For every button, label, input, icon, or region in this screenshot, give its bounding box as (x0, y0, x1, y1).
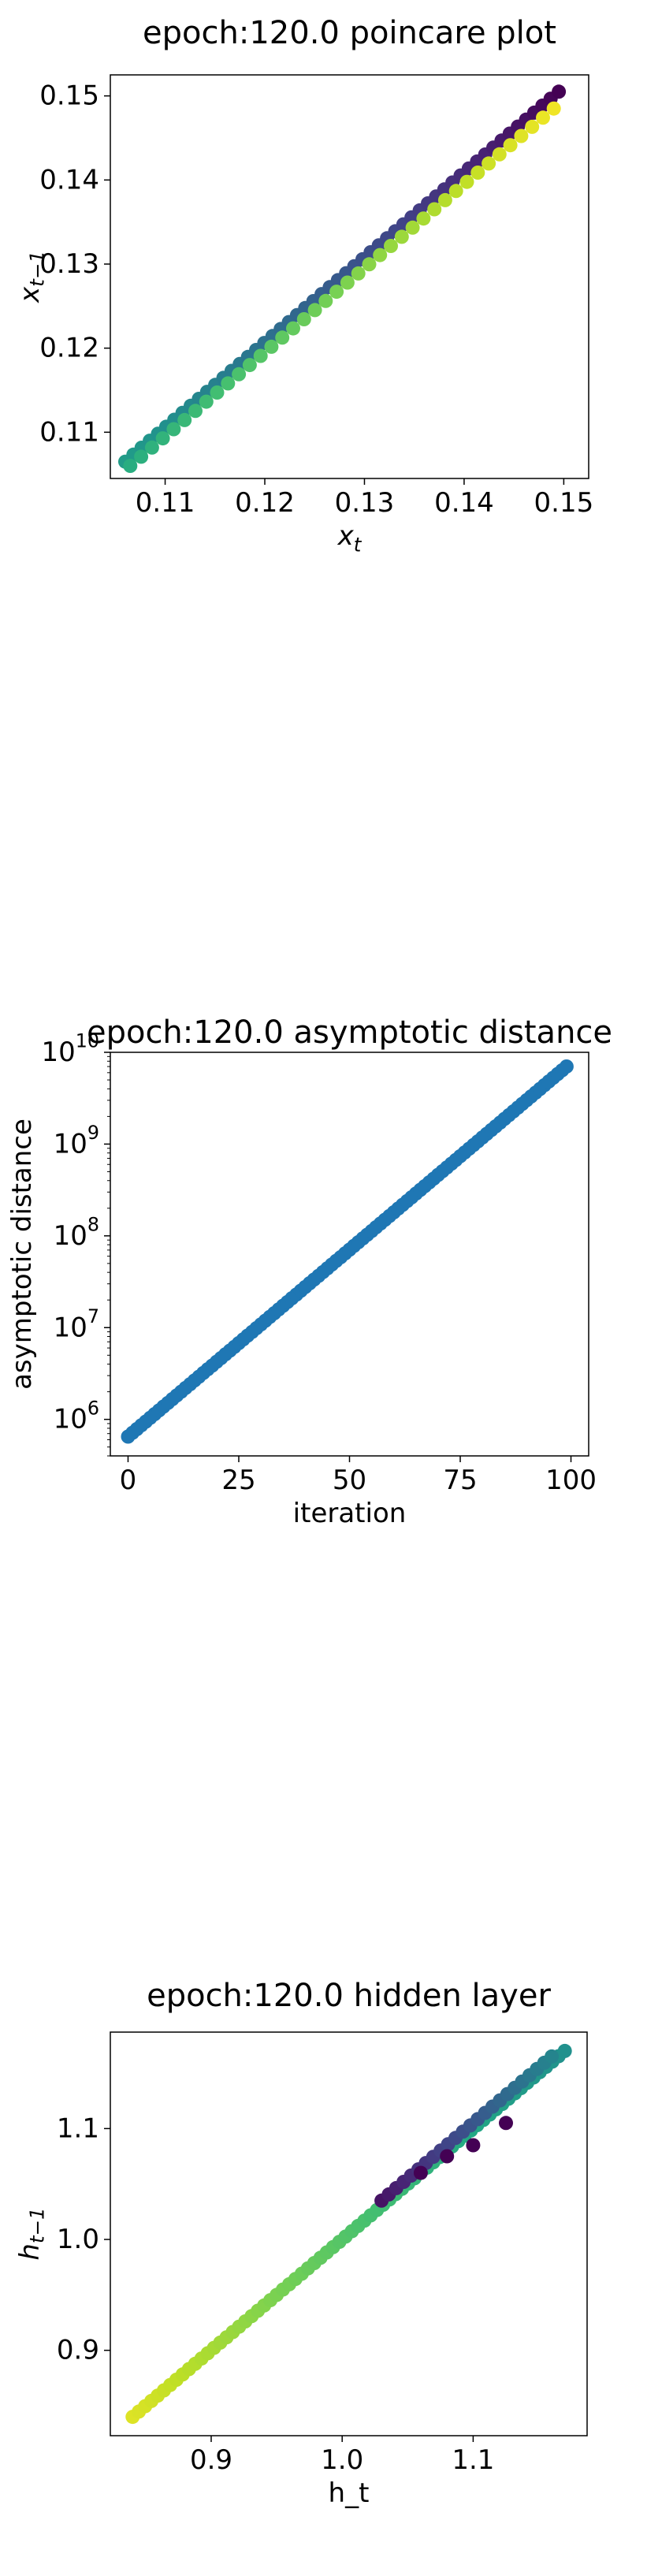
data-point (559, 1059, 574, 1074)
data-point (384, 239, 398, 253)
data-point (552, 84, 567, 99)
data-point (144, 440, 159, 455)
data-point (123, 459, 138, 473)
data-point (470, 166, 485, 180)
x-tick-label: 0.12 (235, 487, 295, 519)
data-point (188, 404, 203, 419)
data-point (155, 431, 170, 446)
y-tick-label: 0.14 (39, 164, 99, 195)
plot-frame (110, 2031, 588, 2436)
data-point (307, 303, 322, 318)
x-tick-label: 1.1 (452, 2444, 494, 2476)
y-axis-label-group: xt−1 (14, 251, 48, 303)
plot-frame (110, 74, 589, 479)
y-tick-label: 1010 (41, 1030, 99, 1068)
data-point (264, 339, 279, 354)
y-tick-label: 0.15 (39, 80, 99, 112)
data-point (242, 358, 257, 373)
x-tick-label: 0.11 (136, 487, 195, 519)
data-point (536, 110, 550, 125)
x-tick-label: 75 (443, 1465, 477, 1496)
data-point (557, 2043, 572, 2058)
chart-1: epoch:120.0 poincare plot 0.11 0.12 0.13 0.1… (14, 15, 593, 557)
data-point (362, 257, 377, 272)
x-tick-label: 0.13 (335, 487, 395, 519)
chart-title: epoch:120.0 poincare plot (143, 15, 556, 51)
x-tick-label: 0.15 (534, 487, 594, 519)
data-point (275, 330, 290, 345)
data-point (545, 2049, 560, 2064)
data-points (125, 2043, 572, 2425)
data-point (416, 211, 431, 226)
y-axis-label-group: ht−1 (14, 2207, 48, 2260)
y-tick-label: 1.1 (57, 2113, 99, 2144)
chart-title: epoch:120.0 hidden layer (147, 1978, 551, 2014)
data-point (340, 275, 355, 290)
y-tick-label: 0.9 (57, 2335, 99, 2366)
y-axis-label: xt−1 (14, 251, 48, 303)
data-point (448, 184, 463, 199)
y-tick-label: 0.13 (39, 248, 99, 280)
data-point (440, 2149, 455, 2164)
data-point (413, 2165, 428, 2180)
y-tick-label: 107 (54, 1305, 99, 1343)
data-point (351, 266, 366, 281)
y-axis-label: asymptotic distance (6, 1119, 38, 1390)
y-tick-label: 109 (54, 1122, 99, 1160)
y-tick-label: 106 (54, 1397, 99, 1435)
data-point (232, 367, 247, 382)
data-point (166, 422, 181, 437)
data-point (482, 156, 496, 171)
data-point (503, 138, 518, 153)
x-tick-label: 0 (120, 1465, 137, 1496)
data-points (121, 1059, 574, 1444)
x-tick-label: 50 (333, 1465, 366, 1496)
data-point (318, 293, 333, 308)
data-point (394, 229, 409, 244)
x-tick-label: 0.14 (434, 487, 494, 519)
x-axis-label: xt (337, 520, 363, 557)
y-axis-label: ht−1 (14, 2207, 48, 2260)
x-axis-label: h_t (329, 2477, 370, 2509)
data-point (177, 412, 192, 427)
chart-3: epoch:120.0 hidden layer 0.9 1.0 1.1 0.9 1.0 1… (14, 1978, 588, 2509)
data-point (427, 202, 442, 217)
data-point (525, 119, 540, 134)
chart-title: epoch:120.0 asymptotic distance (87, 1014, 612, 1051)
data-point (466, 2138, 481, 2153)
data-point (437, 192, 452, 207)
data-point (286, 321, 300, 336)
data-point (134, 449, 149, 464)
y-axis-label-group: asymptotic distance (6, 1119, 38, 1390)
data-point (492, 147, 507, 162)
data-points (118, 84, 567, 473)
data-point (210, 385, 225, 400)
y-tick-label: 0.12 (39, 333, 99, 364)
x-tick-label: 25 (221, 1465, 255, 1496)
data-point (253, 348, 268, 363)
data-point (499, 2116, 513, 2131)
x-tick-label: 1.0 (321, 2444, 363, 2476)
x-tick-label: 0.9 (190, 2444, 232, 2476)
data-point (296, 312, 311, 326)
data-point (546, 101, 561, 116)
data-point (199, 394, 214, 409)
x-tick-label: 100 (545, 1465, 597, 1496)
data-point (514, 128, 529, 143)
data-point (221, 376, 236, 391)
y-tick-label: 1.0 (57, 2224, 99, 2255)
data-point (459, 174, 474, 189)
y-tick-label: 0.11 (39, 416, 99, 448)
chart-2: epoch:120.0 asymptotic distance 0 25 50 75 10… (6, 1014, 612, 1529)
data-point (329, 285, 344, 300)
data-point (405, 220, 420, 235)
y-tick-label: 108 (54, 1214, 99, 1252)
x-axis-label: iteration (293, 1498, 407, 1529)
data-point (373, 248, 388, 262)
